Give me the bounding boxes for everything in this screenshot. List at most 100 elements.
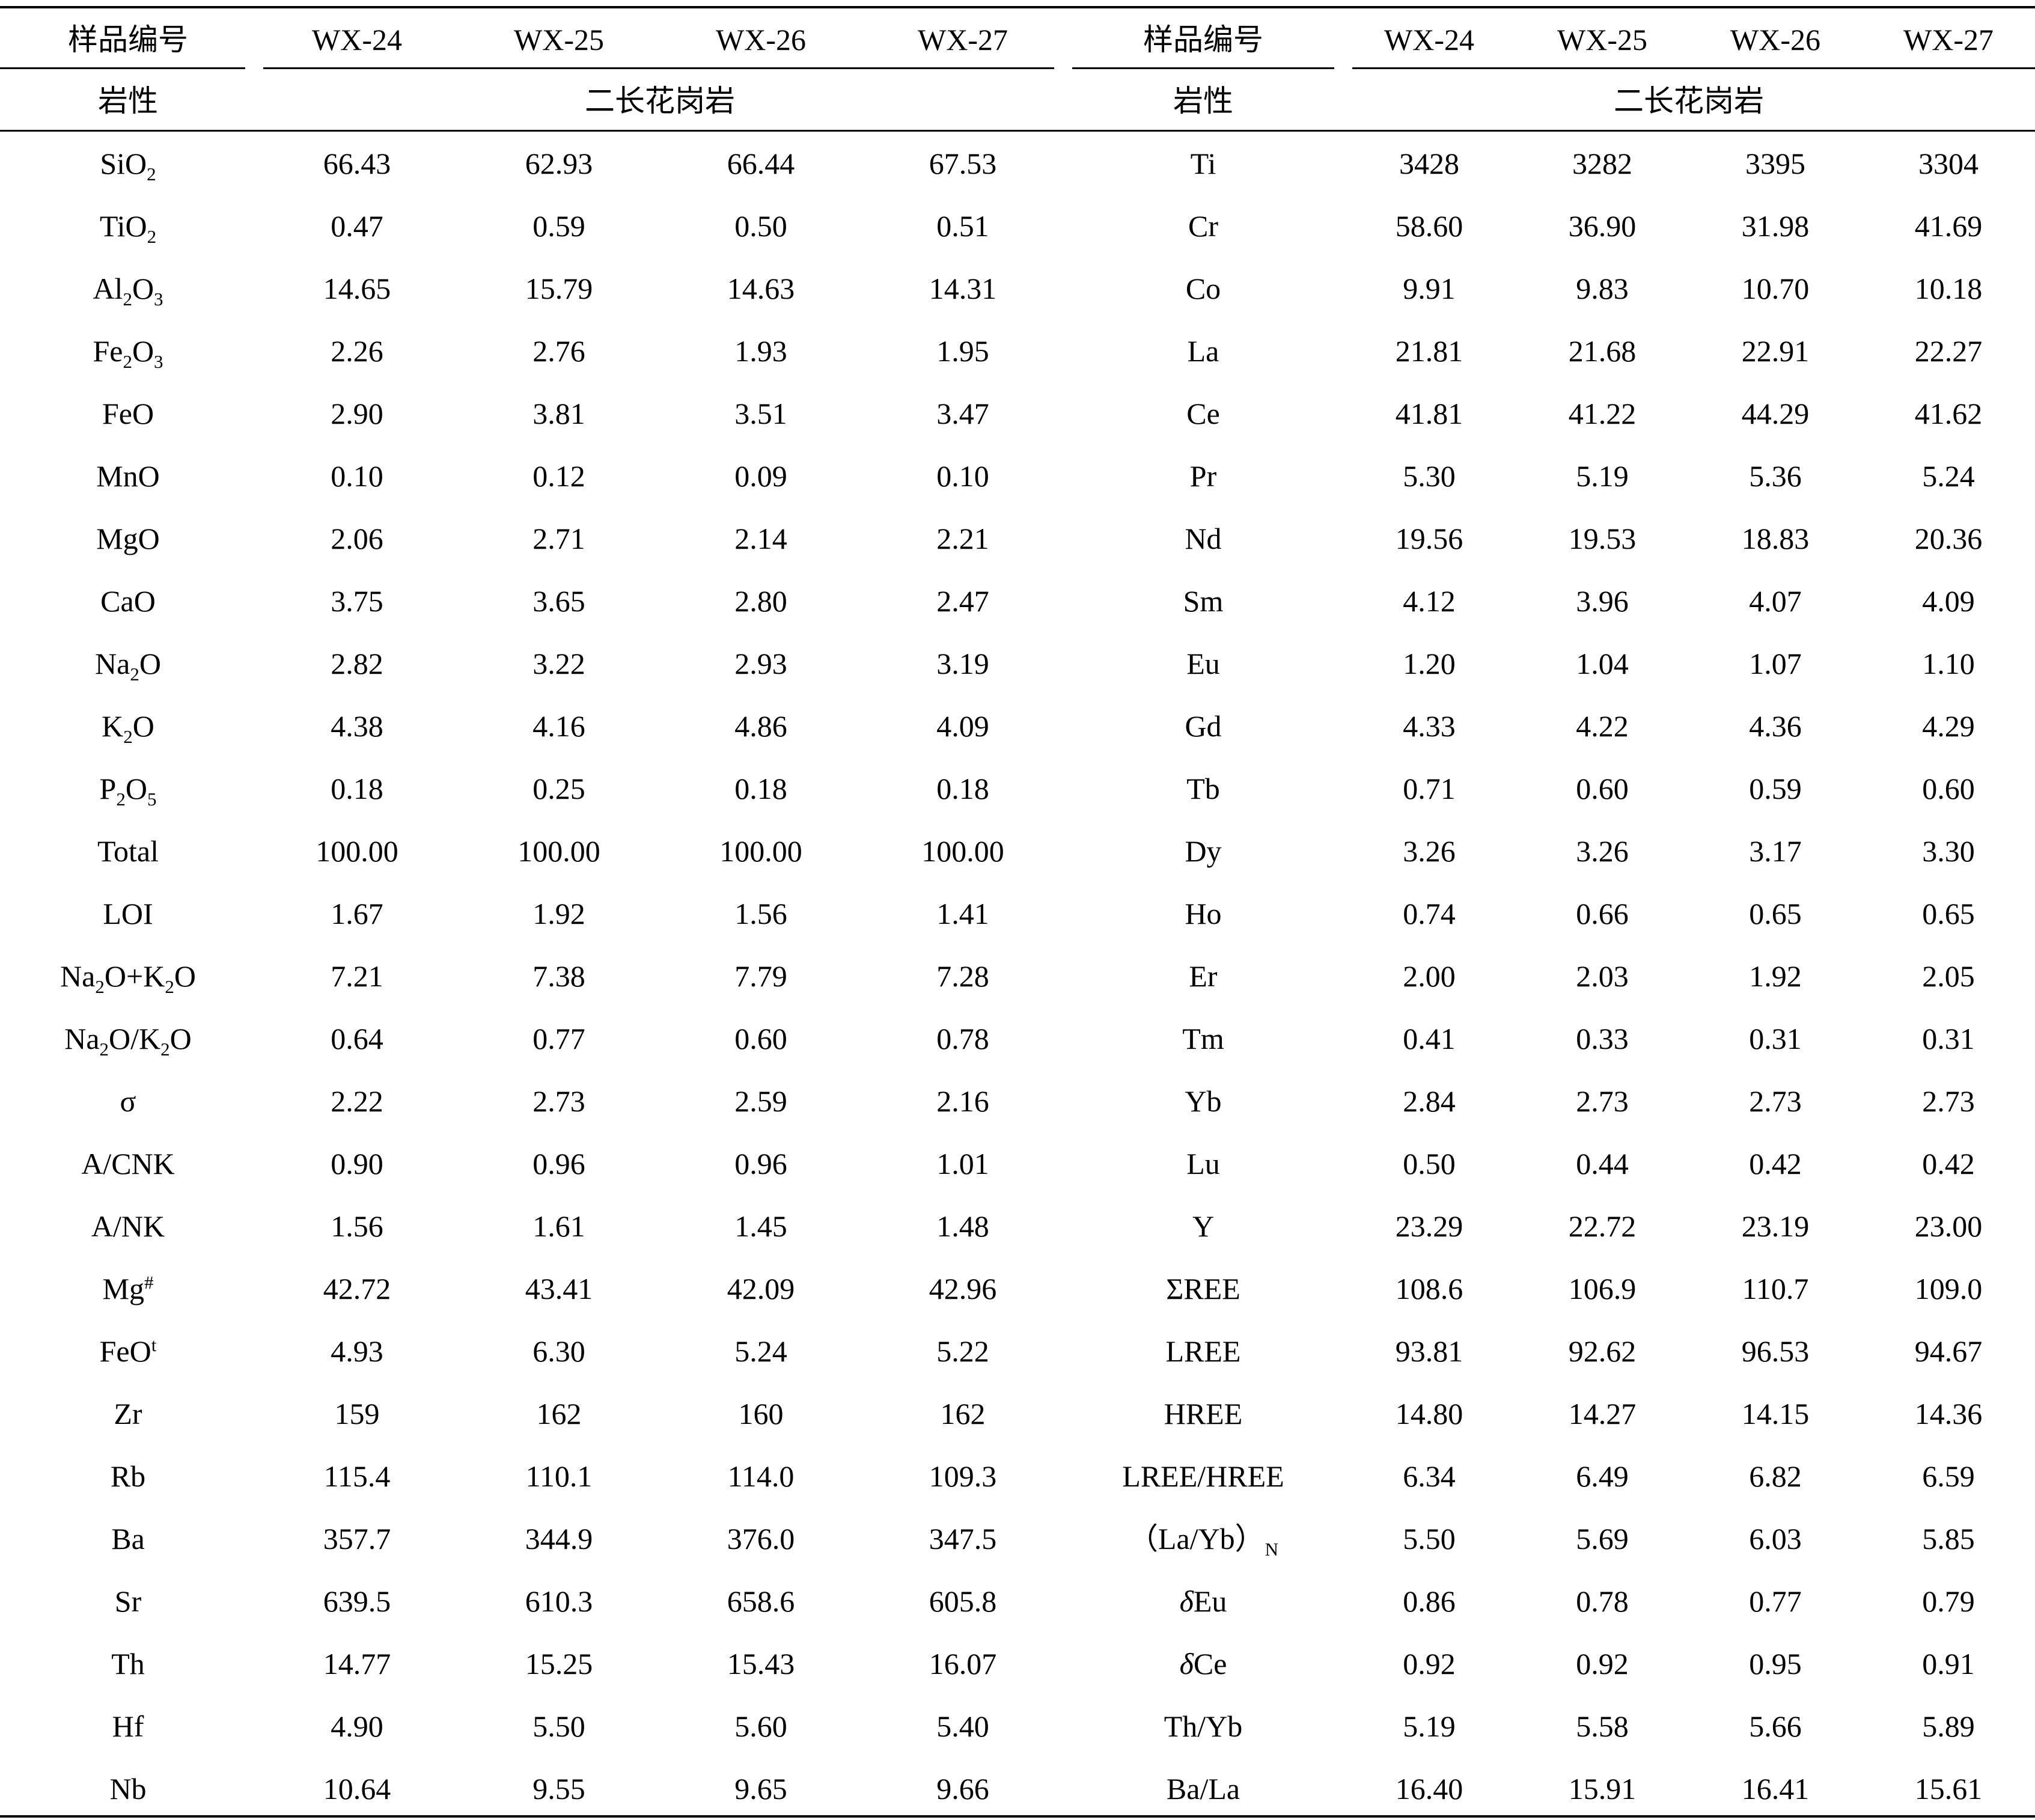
left-value-wx-26: 0.18 <box>734 772 787 805</box>
left-row-label: Fe2O3 <box>93 334 163 372</box>
right-value-wx-24: 0.74 <box>1403 897 1456 930</box>
left-value-wx-25: 2.76 <box>532 334 585 368</box>
right-value-wx-25: 14.27 <box>1568 1397 1637 1431</box>
left-row-label: Mg# <box>102 1271 154 1305</box>
left-row-label: Zr <box>114 1397 142 1431</box>
left-value-wx-26: 0.50 <box>734 209 787 243</box>
right-value-wx-24: 3428 <box>1399 147 1459 180</box>
table-row: A/CNK 0.90 0.96 0.96 1.01 Lu 0.50 0.44 0.42 0.42 <box>0 1132 2035 1195</box>
left-value-wx-24: 4.38 <box>331 709 383 743</box>
left-sample-wx25: WX-25 <box>514 23 604 56</box>
left-value-wx-27: 109.3 <box>929 1459 997 1493</box>
right-row-label: Co <box>1185 272 1221 305</box>
left-row-label: Sr <box>114 1584 142 1618</box>
right-row-label: Eu <box>1186 647 1220 680</box>
table-row: Mg# 42.72 43.41 42.09 42.96 ΣREE 108.6 106.9 110… <box>0 1257 2035 1320</box>
left-value-wx-27: 14.31 <box>929 272 997 305</box>
right-value-wx-27: 41.69 <box>1914 209 1983 243</box>
right-value-wx-25: 22.72 <box>1568 1209 1637 1243</box>
left-row-label: TiO2 <box>99 209 157 247</box>
left-value-wx-25: 5.50 <box>532 1709 585 1743</box>
right-value-wx-26: 22.91 <box>1741 334 1810 368</box>
right-value-wx-27: 94.67 <box>1914 1334 1983 1368</box>
right-value-wx-27: 2.05 <box>1922 959 1975 993</box>
right-value-wx-26: 10.70 <box>1741 272 1810 305</box>
right-value-wx-24: 21.81 <box>1395 334 1463 368</box>
right-value-wx-26: 96.53 <box>1741 1334 1810 1368</box>
left-value-wx-26: 7.79 <box>734 959 787 993</box>
left-value-wx-24: 7.21 <box>331 959 383 993</box>
left-value-wx-27: 2.21 <box>936 522 989 555</box>
left-value-wx-25: 162 <box>536 1397 582 1431</box>
right-row-label: δCe <box>1179 1647 1227 1681</box>
right-value-wx-24: 0.41 <box>1403 1022 1456 1055</box>
table-row: Th 14.77 15.25 15.43 16.07 δCe 0.92 0.92 0.95 0.9… <box>0 1632 2035 1695</box>
left-value-wx-26: 66.44 <box>727 147 795 180</box>
left-value-wx-27: 67.53 <box>929 147 997 180</box>
right-value-wx-26: 18.83 <box>1741 522 1810 555</box>
left-value-wx-24: 2.22 <box>331 1084 383 1118</box>
table-row: P2O5 0.18 0.25 0.18 0.18 Tb 0.71 0.60 0.59 0.60 <box>0 757 2035 820</box>
right-value-wx-25: 36.90 <box>1568 209 1637 243</box>
right-row-label: LREE <box>1165 1334 1241 1368</box>
left-row-label: MgO <box>96 522 160 555</box>
left-sample-wx27: WX-27 <box>918 23 1008 56</box>
left-value-wx-27: 1.01 <box>936 1147 989 1180</box>
left-row-label: MnO <box>96 459 160 493</box>
left-value-wx-27: 100.00 <box>921 834 1004 868</box>
left-value-wx-24: 0.18 <box>331 772 383 805</box>
left-value-wx-27: 3.19 <box>936 647 989 680</box>
left-value-wx-26: 658.6 <box>727 1584 795 1618</box>
right-row-label: Ho <box>1185 897 1222 930</box>
right-value-wx-24: 1.20 <box>1403 647 1456 680</box>
left-value-wx-26: 2.59 <box>734 1084 787 1118</box>
right-value-wx-24: 5.30 <box>1403 459 1456 493</box>
left-value-wx-25: 6.30 <box>532 1334 585 1368</box>
left-value-wx-26: 4.86 <box>734 709 787 743</box>
left-value-wx-27: 0.78 <box>936 1022 989 1055</box>
left-row-label: Total <box>97 834 159 868</box>
left-value-wx-24: 4.90 <box>331 1709 383 1743</box>
right-value-wx-26: 1.92 <box>1749 959 1802 993</box>
right-value-wx-26: 0.95 <box>1749 1647 1802 1681</box>
right-value-wx-24: 108.6 <box>1395 1272 1463 1305</box>
right-value-wx-24: 9.91 <box>1403 272 1456 305</box>
right-value-wx-27: 109.0 <box>1914 1272 1983 1305</box>
left-value-wx-25: 0.77 <box>532 1022 585 1055</box>
right-value-wx-24: 2.00 <box>1403 959 1456 993</box>
left-row-label: P2O5 <box>99 772 157 810</box>
left-value-wx-25: 100.00 <box>517 834 600 868</box>
right-row-label: HREE <box>1164 1397 1243 1431</box>
left-row-label: Rb <box>110 1459 146 1493</box>
top-rule <box>0 6 2035 8</box>
right-value-wx-25: 92.62 <box>1568 1334 1637 1368</box>
right-row-label: Ti <box>1190 147 1216 180</box>
right-value-wx-27: 0.79 <box>1922 1584 1975 1618</box>
left-value-wx-25: 43.41 <box>525 1272 593 1305</box>
right-value-wx-25: 9.83 <box>1576 272 1629 305</box>
right-value-wx-24: 0.92 <box>1403 1647 1456 1681</box>
left-lithology-value: 二长花岗岩 <box>585 84 735 118</box>
table-row: K2O 4.38 4.16 4.86 4.09 Gd 4.33 4.22 4.36 4.29 <box>0 695 2035 757</box>
right-row-label: Cr <box>1188 209 1218 243</box>
right-value-wx-26: 2.73 <box>1749 1084 1802 1118</box>
right-value-wx-25: 3.96 <box>1576 584 1629 618</box>
right-value-wx-27: 15.61 <box>1914 1772 1983 1806</box>
left-value-wx-27: 1.95 <box>936 334 989 368</box>
table-row: Zr 159 162 160 162 HREE 14.80 14.27 14.15 14.36 <box>0 1382 2035 1445</box>
left-value-wx-26: 5.24 <box>734 1334 787 1368</box>
right-value-wx-27: 23.00 <box>1914 1209 1983 1243</box>
left-value-wx-25: 0.25 <box>532 772 585 805</box>
left-value-wx-24: 42.72 <box>323 1272 391 1305</box>
left-value-wx-25: 7.38 <box>532 959 585 993</box>
right-value-wx-27: 22.27 <box>1914 334 1983 368</box>
right-value-wx-25: 19.53 <box>1568 522 1637 555</box>
right-value-wx-27: 0.42 <box>1922 1147 1975 1180</box>
right-value-wx-25: 15.91 <box>1568 1772 1637 1806</box>
right-value-wx-26: 5.66 <box>1749 1709 1802 1743</box>
left-row-label: Al2O3 <box>93 272 163 310</box>
subheader-rule <box>0 130 2035 132</box>
right-row-label: Gd <box>1185 709 1222 743</box>
left-value-wx-25: 0.59 <box>532 209 585 243</box>
